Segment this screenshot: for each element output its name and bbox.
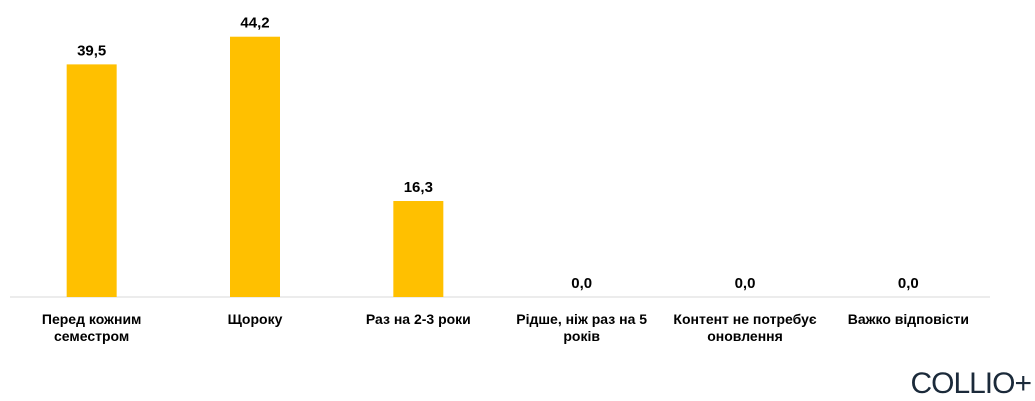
- bar: [230, 36, 280, 297]
- x-tick-label: Важко відповісти: [847, 311, 969, 327]
- x-tick-label: Контент не потребує оновлення: [673, 311, 817, 344]
- value-label: 44,2: [240, 15, 269, 32]
- value-label: 0,0: [898, 275, 919, 292]
- x-tick-label: Раз на 2-3 роки: [365, 311, 471, 327]
- x-tick-label: Перед кожним семестром: [41, 311, 142, 344]
- value-label: 0,0: [735, 275, 756, 292]
- value-label: 16,3: [404, 179, 433, 196]
- logo: COLLIO+: [910, 367, 1032, 400]
- bar: [66, 64, 117, 297]
- bar: [393, 201, 444, 297]
- value-label: 39,5: [77, 42, 106, 59]
- x-tick-label: Щороку: [227, 311, 283, 327]
- value-label: 0,0: [571, 275, 592, 292]
- x-tick-label: Рідше, ніж раз на 5 років: [516, 311, 648, 344]
